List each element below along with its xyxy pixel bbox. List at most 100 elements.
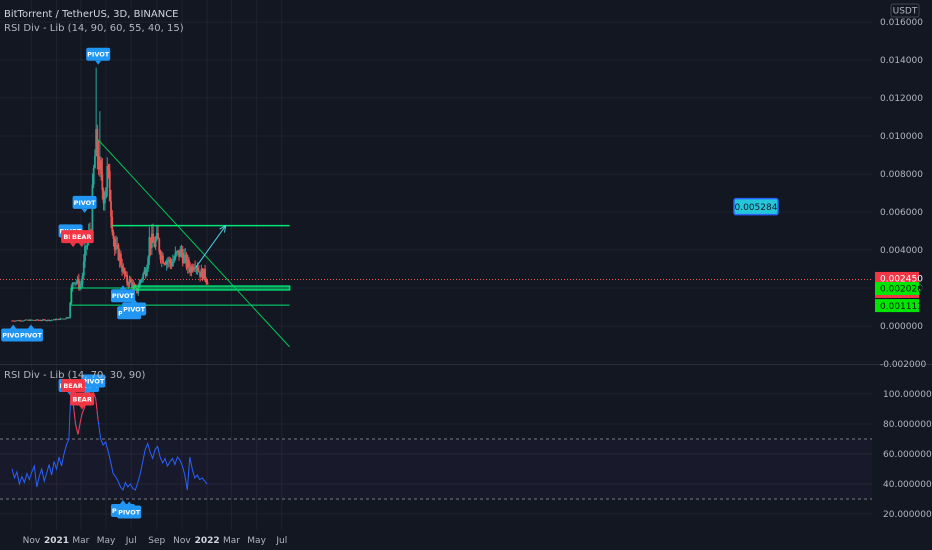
candle-body: [132, 284, 135, 289]
candle-body: [42, 319, 44, 321]
candle-body: [154, 240, 157, 247]
candle-body: [173, 258, 176, 262]
time-tick-label: 2022: [195, 536, 220, 546]
price-tick-label: -0.002000: [880, 360, 926, 370]
candle-body: [68, 317, 70, 319]
rsi-pivot-label-text: PIVOT: [82, 378, 105, 386]
price-tick-label: 0.016000: [880, 18, 923, 28]
rsi-tick-label: 80.000000: [883, 420, 932, 430]
current-price-tag-box: [875, 271, 919, 285]
candle-body: [206, 282, 209, 285]
signal-labels: PIVOTPIVOTPIVOTPIVOTPIVOTPIVOTPIVOTPIVOT…: [1, 47, 147, 519]
candle-body: [163, 263, 166, 265]
candle-body: [66, 317, 69, 319]
pivot-label-pointer: [81, 208, 88, 213]
candle-body: [162, 255, 164, 264]
candle-body: [53, 319, 55, 320]
candle-body: [113, 238, 116, 251]
candle-body: [27, 319, 29, 321]
candle-body: [201, 269, 204, 280]
target-label-box[interactable]: [733, 197, 779, 216]
currency-badge[interactable]: [890, 3, 920, 18]
candle-body: [157, 232, 159, 239]
candle-body: [199, 271, 201, 278]
candle-body: [164, 263, 167, 265]
candle-body: [79, 285, 81, 288]
candle-body: [74, 282, 77, 284]
candle-body: [158, 238, 161, 252]
candle-body: [92, 168, 95, 185]
price-pane[interactable]: 0.005284: [0, 67, 872, 348]
candle-body: [196, 267, 199, 271]
rsi-pivot-label: PIVOT: [81, 374, 106, 392]
price-tick-label: 0.000000: [880, 322, 923, 332]
pivot-label-box: [110, 289, 135, 303]
price-axis[interactable]: 0.016000 0.014000 0.012000 0.010000 0.008000…: [875, 3, 926, 370]
candle-body: [11, 320, 13, 322]
candle-body: [131, 281, 133, 289]
candle-body: [23, 320, 26, 321]
candle-body: [110, 201, 112, 217]
candle-body: [48, 319, 51, 321]
candle-body: [85, 245, 88, 247]
candle-body: [61, 318, 64, 320]
candle-body: [102, 190, 105, 204]
rsi-tick-label: 40.000000: [883, 480, 932, 490]
candle-body: [22, 320, 25, 322]
candle-body: [121, 265, 124, 272]
candle-body: [159, 251, 162, 260]
rsi-bear-label-text: BEAR: [72, 396, 91, 404]
candle-body: [35, 319, 38, 321]
time-axis[interactable]: Nov 2021 Mar May Jul Sep Nov 2022 Mar May Jul: [23, 536, 288, 546]
candle-body: [152, 233, 154, 243]
projection-arrow[interactable]: [195, 225, 227, 268]
current-price-tag: 0.002450: [880, 275, 923, 285]
candle-body: [126, 274, 128, 284]
candle-body: [49, 320, 52, 321]
candle-body: [44, 319, 47, 321]
pivot-label-pointer: [27, 324, 34, 329]
candle-body: [193, 267, 195, 271]
pivot-label-text: PIVOT: [20, 332, 43, 340]
candle-body: [63, 318, 65, 320]
pivot-label-text: PIVOT: [87, 51, 110, 59]
rsi-pane[interactable]: [0, 391, 872, 500]
descending-trendline[interactable]: [97, 139, 290, 348]
arrow-head: [219, 224, 227, 233]
time-tick-label: Jul: [125, 536, 137, 546]
candle-body: [98, 160, 101, 170]
bear-label-box: [69, 230, 94, 244]
time-tick-label: Jul: [275, 536, 287, 546]
pivot-label: PIVOT: [72, 195, 97, 213]
candle-body: [17, 320, 20, 322]
candle-body: [170, 263, 173, 267]
rsi-axis[interactable]: 100.000000 80.000000 60.000000 40.000000 20.…: [883, 390, 932, 520]
level-tag-2-box: [875, 299, 919, 313]
candle-body: [133, 284, 136, 286]
candle-body: [39, 320, 42, 321]
candle-body: [45, 320, 48, 322]
time-tick-label: May: [97, 536, 116, 546]
candle-body: [19, 320, 22, 322]
time-tick-label: May: [247, 536, 266, 546]
pivot-label-box: [18, 328, 43, 342]
rsi-bear-label-box: [61, 379, 86, 392]
candle-body: [116, 244, 119, 246]
candle-body: [18, 320, 21, 322]
candle-body: [183, 255, 185, 264]
candle-body: [25, 319, 28, 321]
rsi-pivot-label-text: PIVOT: [118, 509, 141, 517]
candle-body: [168, 259, 171, 262]
candle-body: [108, 170, 111, 202]
candle-body: [194, 267, 197, 269]
candle-body: [103, 197, 106, 204]
candle-body: [147, 257, 150, 269]
candle-body: [205, 278, 208, 283]
rsi-pivot-label: PIVOT: [117, 501, 142, 519]
price-tick-label: 0.004000: [880, 246, 923, 256]
candle-body: [180, 248, 183, 253]
candle-body: [175, 251, 178, 253]
candle-body: [76, 278, 79, 283]
